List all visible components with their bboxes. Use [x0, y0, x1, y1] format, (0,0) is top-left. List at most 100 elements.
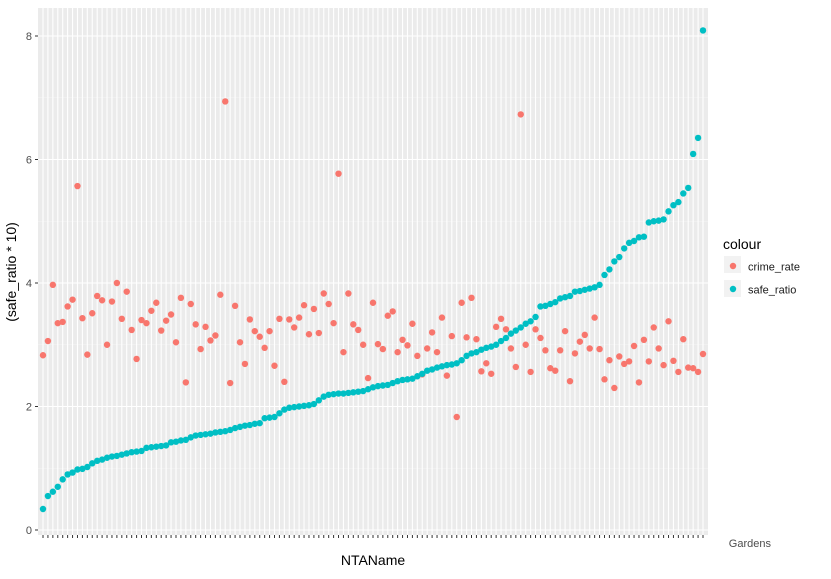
- point-crime-rate: [517, 111, 524, 118]
- point-crime-rate: [522, 341, 529, 348]
- point-safe-ratio: [635, 234, 643, 241]
- point-crime-rate: [364, 374, 372, 382]
- point-crime-rate: [167, 311, 175, 318]
- point-safe-ratio: [295, 403, 303, 410]
- point-crime-rate: [601, 376, 608, 383]
- x-axis-title: NTAName: [341, 552, 406, 568]
- point-crime-rate: [620, 360, 628, 368]
- grid-lines: [38, 8, 708, 535]
- point-crime-rate: [153, 299, 160, 306]
- point-safe-ratio: [158, 442, 165, 450]
- legend-key-crime-rate: [729, 262, 737, 270]
- point-crime-rate: [79, 315, 86, 322]
- point-safe-ratio: [256, 419, 263, 427]
- point-crime-rate: [359, 341, 367, 348]
- point-safe-ratio: [172, 438, 180, 445]
- point-safe-ratio: [325, 391, 332, 398]
- point-crime-rate: [384, 312, 391, 319]
- point-safe-ratio: [423, 367, 431, 374]
- point-safe-ratio: [571, 288, 579, 295]
- point-crime-rate: [123, 288, 130, 295]
- point-crime-rate: [59, 318, 66, 326]
- point-safe-ratio: [566, 292, 574, 300]
- point-safe-ratio: [98, 456, 106, 463]
- point-safe-ratio: [143, 444, 150, 452]
- point-safe-ratio: [281, 406, 288, 413]
- point-crime-rate: [182, 379, 190, 386]
- point-safe-ratio: [502, 334, 510, 342]
- point-crime-rate: [374, 340, 382, 348]
- point-safe-ratio: [226, 426, 234, 434]
- point-crime-rate: [128, 326, 135, 334]
- point-crime-rate: [625, 358, 633, 365]
- point-safe-ratio: [478, 346, 485, 353]
- point-safe-ratio: [556, 295, 564, 302]
- point-crime-rate: [103, 341, 111, 348]
- point-crime-rate: [69, 296, 76, 303]
- point-safe-ratio: [379, 382, 387, 389]
- point-crime-rate: [300, 302, 308, 309]
- point-safe-ratio: [517, 324, 524, 331]
- point-safe-ratio: [694, 134, 702, 142]
- point-safe-ratio: [561, 294, 569, 301]
- point-crime-rate: [320, 290, 327, 297]
- point-crime-rate: [350, 321, 357, 328]
- point-crime-rate: [542, 347, 549, 354]
- point-crime-rate: [246, 316, 254, 323]
- point-safe-ratio: [586, 285, 593, 292]
- point-crime-rate: [379, 345, 387, 353]
- point-safe-ratio: [601, 271, 608, 279]
- point-crime-rate: [241, 360, 249, 368]
- point-safe-ratio: [414, 373, 421, 380]
- point-safe-ratio: [118, 451, 126, 458]
- y-tick-label: 0: [26, 525, 32, 537]
- point-safe-ratio: [492, 341, 500, 348]
- point-safe-ratio: [394, 377, 401, 385]
- point-crime-rate: [118, 315, 126, 323]
- point-safe-ratio: [79, 465, 86, 473]
- point-crime-rate: [222, 98, 229, 105]
- legend-title: colour: [723, 236, 761, 252]
- point-crime-rate: [64, 303, 71, 310]
- point-crime-rate: [694, 368, 702, 376]
- y-axis: 0 2 4 6 8: [26, 31, 38, 537]
- point-safe-ratio: [685, 184, 692, 192]
- point-crime-rate: [271, 362, 278, 369]
- point-safe-ratio: [54, 483, 61, 490]
- point-crime-rate: [212, 332, 219, 339]
- point-crime-rate: [231, 302, 239, 310]
- point-crime-rate: [556, 347, 564, 354]
- point-safe-ratio: [49, 488, 57, 495]
- point-crime-rate: [552, 367, 559, 374]
- point-crime-rate: [502, 326, 510, 333]
- point-crime-rate: [576, 338, 584, 345]
- point-safe-ratio: [271, 413, 278, 421]
- point-crime-rate: [488, 370, 495, 377]
- point-crime-rate: [261, 344, 268, 352]
- point-safe-ratio: [453, 360, 460, 367]
- point-crime-rate: [197, 345, 204, 353]
- point-safe-ratio: [448, 361, 456, 368]
- point-safe-ratio: [680, 190, 687, 197]
- point-safe-ratio: [443, 361, 451, 369]
- point-safe-ratio: [675, 198, 682, 206]
- point-safe-ratio: [74, 466, 81, 473]
- point-crime-rate: [675, 368, 682, 376]
- point-safe-ratio: [364, 386, 372, 393]
- point-crime-rate: [226, 379, 234, 387]
- point-crime-rate: [335, 170, 342, 177]
- point-safe-ratio: [290, 403, 298, 411]
- point-safe-ratio: [207, 430, 214, 437]
- point-safe-ratio: [212, 429, 219, 436]
- point-safe-ratio: [64, 471, 71, 478]
- point-crime-rate: [640, 336, 648, 344]
- point-crime-rate: [660, 361, 667, 369]
- data-points: [39, 27, 707, 513]
- point-safe-ratio: [399, 376, 406, 384]
- point-safe-ratio: [670, 201, 677, 209]
- point-safe-ratio: [576, 287, 584, 295]
- point-safe-ratio: [404, 376, 411, 383]
- point-crime-rate: [236, 339, 244, 346]
- point-crime-rate: [616, 353, 623, 360]
